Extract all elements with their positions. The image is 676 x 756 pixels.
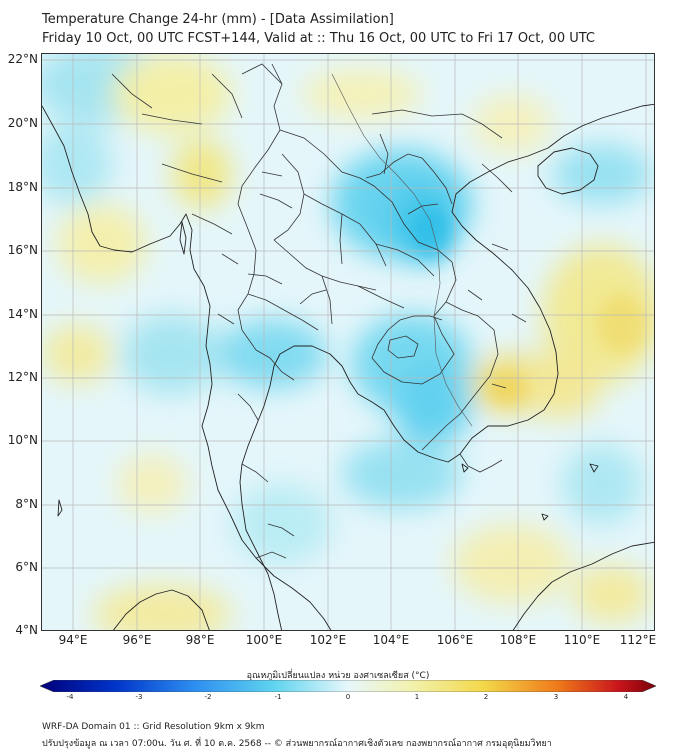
lon-label: 104°E: [372, 633, 410, 647]
colorbar-tick: 3: [553, 693, 559, 701]
colorbar-tick: 4: [623, 693, 629, 701]
lat-lon-grid: [42, 54, 654, 630]
colorbar-tick: -3: [135, 693, 143, 701]
temperature-field: [42, 54, 654, 630]
country-borders: [111, 63, 527, 559]
colorbar-tick: 0: [345, 693, 351, 701]
colorbar-tick: -2: [204, 693, 212, 701]
lon-label: 108°E: [499, 633, 537, 647]
forecast-map: [41, 53, 655, 631]
colorbar: [40, 680, 656, 692]
lon-label: 94°E: [58, 633, 88, 647]
lat-label: 22°N: [7, 52, 38, 66]
lat-label: 4°N: [15, 623, 38, 637]
map-subtitle: Friday 10 Oct, 00 UTC FCST+144, Valid at…: [42, 31, 596, 46]
lon-label: 100°E: [245, 633, 283, 647]
lat-label: 6°N: [15, 560, 38, 574]
lat-label: 20°N: [7, 116, 38, 130]
lat-label: 10°N: [7, 433, 38, 447]
map-title: Temperature Change 24-hr (mm) - [Data As…: [42, 12, 394, 27]
colorbar-tick: 2: [483, 693, 489, 701]
colorbar-tick: 1: [414, 693, 420, 701]
colorbar-title: อุณหภูมิเปลี่ยนแปลง หน่วย องศาเซลเซียส (…: [246, 671, 430, 681]
colorbar-gradient: [40, 680, 656, 692]
lon-label: 96°E: [122, 633, 152, 647]
lat-label: 16°N: [7, 243, 38, 257]
lat-label: 12°N: [7, 370, 38, 384]
lat-label: 8°N: [15, 497, 38, 511]
lat-label: 14°N: [7, 307, 38, 321]
footer-model-info: WRF-DA Domain 01 :: Grid Resolution 9km …: [42, 722, 265, 732]
lon-label: 110°E: [563, 633, 601, 647]
lon-label: 102°E: [309, 633, 347, 647]
lon-label: 112°E: [619, 633, 657, 647]
lon-label: 106°E: [436, 633, 474, 647]
colorbar-tick: -4: [66, 693, 74, 701]
lon-label: 98°E: [185, 633, 215, 647]
lat-label: 18°N: [7, 180, 38, 194]
footer-credit: ปรับปรุงข้อมูล ณ เวลา 07:00น. วัน ศ. ที่…: [42, 739, 552, 749]
colorbar-tick: -1: [274, 693, 282, 701]
map-canvas: [42, 54, 654, 630]
